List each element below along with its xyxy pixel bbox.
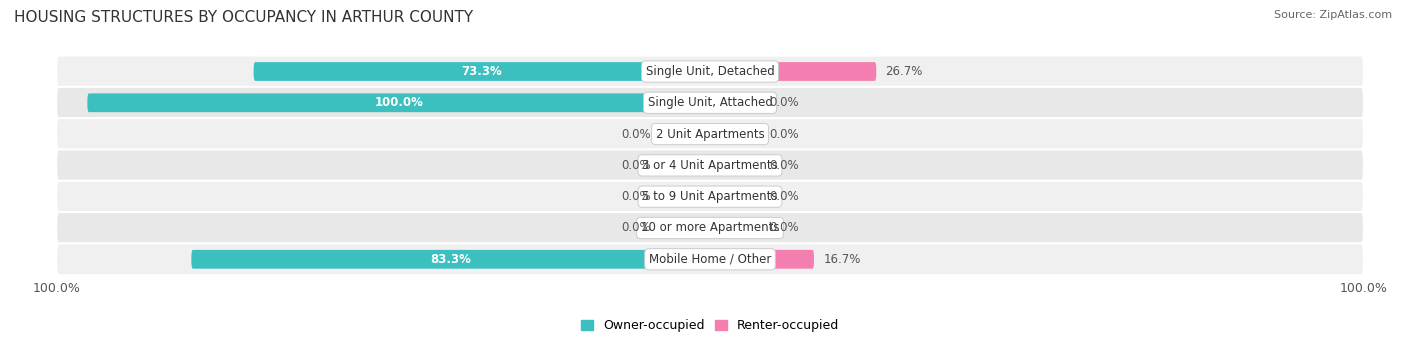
Text: 2 Unit Apartments: 2 Unit Apartments bbox=[655, 128, 765, 140]
Text: 0.0%: 0.0% bbox=[769, 128, 799, 140]
Text: 0.0%: 0.0% bbox=[769, 222, 799, 235]
FancyBboxPatch shape bbox=[87, 93, 710, 112]
FancyBboxPatch shape bbox=[56, 149, 1364, 181]
Text: Single Unit, Attached: Single Unit, Attached bbox=[648, 96, 772, 109]
Text: Single Unit, Detached: Single Unit, Detached bbox=[645, 65, 775, 78]
Text: 0.0%: 0.0% bbox=[621, 159, 651, 172]
Text: 26.7%: 26.7% bbox=[886, 65, 922, 78]
FancyBboxPatch shape bbox=[56, 243, 1364, 275]
Text: 0.0%: 0.0% bbox=[769, 96, 799, 109]
FancyBboxPatch shape bbox=[56, 87, 1364, 119]
FancyBboxPatch shape bbox=[661, 156, 710, 175]
FancyBboxPatch shape bbox=[56, 181, 1364, 213]
FancyBboxPatch shape bbox=[191, 250, 710, 269]
Text: Source: ZipAtlas.com: Source: ZipAtlas.com bbox=[1274, 10, 1392, 20]
FancyBboxPatch shape bbox=[56, 118, 1364, 150]
FancyBboxPatch shape bbox=[661, 187, 710, 206]
FancyBboxPatch shape bbox=[710, 125, 759, 144]
FancyBboxPatch shape bbox=[710, 156, 759, 175]
FancyBboxPatch shape bbox=[253, 62, 710, 81]
Text: 73.3%: 73.3% bbox=[461, 65, 502, 78]
Text: 0.0%: 0.0% bbox=[769, 190, 799, 203]
FancyBboxPatch shape bbox=[661, 219, 710, 237]
Text: 100.0%: 100.0% bbox=[374, 96, 423, 109]
Text: 10 or more Apartments: 10 or more Apartments bbox=[641, 222, 779, 235]
Text: 0.0%: 0.0% bbox=[621, 128, 651, 140]
FancyBboxPatch shape bbox=[710, 219, 759, 237]
Text: HOUSING STRUCTURES BY OCCUPANCY IN ARTHUR COUNTY: HOUSING STRUCTURES BY OCCUPANCY IN ARTHU… bbox=[14, 10, 474, 25]
FancyBboxPatch shape bbox=[710, 187, 759, 206]
FancyBboxPatch shape bbox=[710, 93, 759, 112]
FancyBboxPatch shape bbox=[710, 250, 814, 269]
Text: 5 to 9 Unit Apartments: 5 to 9 Unit Apartments bbox=[643, 190, 778, 203]
Text: 16.7%: 16.7% bbox=[824, 253, 860, 266]
Text: 0.0%: 0.0% bbox=[769, 159, 799, 172]
Text: 3 or 4 Unit Apartments: 3 or 4 Unit Apartments bbox=[643, 159, 778, 172]
Text: 0.0%: 0.0% bbox=[621, 190, 651, 203]
FancyBboxPatch shape bbox=[56, 56, 1364, 87]
Text: Mobile Home / Other: Mobile Home / Other bbox=[648, 253, 772, 266]
Text: 0.0%: 0.0% bbox=[621, 222, 651, 235]
Text: 83.3%: 83.3% bbox=[430, 253, 471, 266]
FancyBboxPatch shape bbox=[710, 62, 876, 81]
FancyBboxPatch shape bbox=[56, 212, 1364, 244]
FancyBboxPatch shape bbox=[661, 125, 710, 144]
Legend: Owner-occupied, Renter-occupied: Owner-occupied, Renter-occupied bbox=[575, 314, 845, 337]
